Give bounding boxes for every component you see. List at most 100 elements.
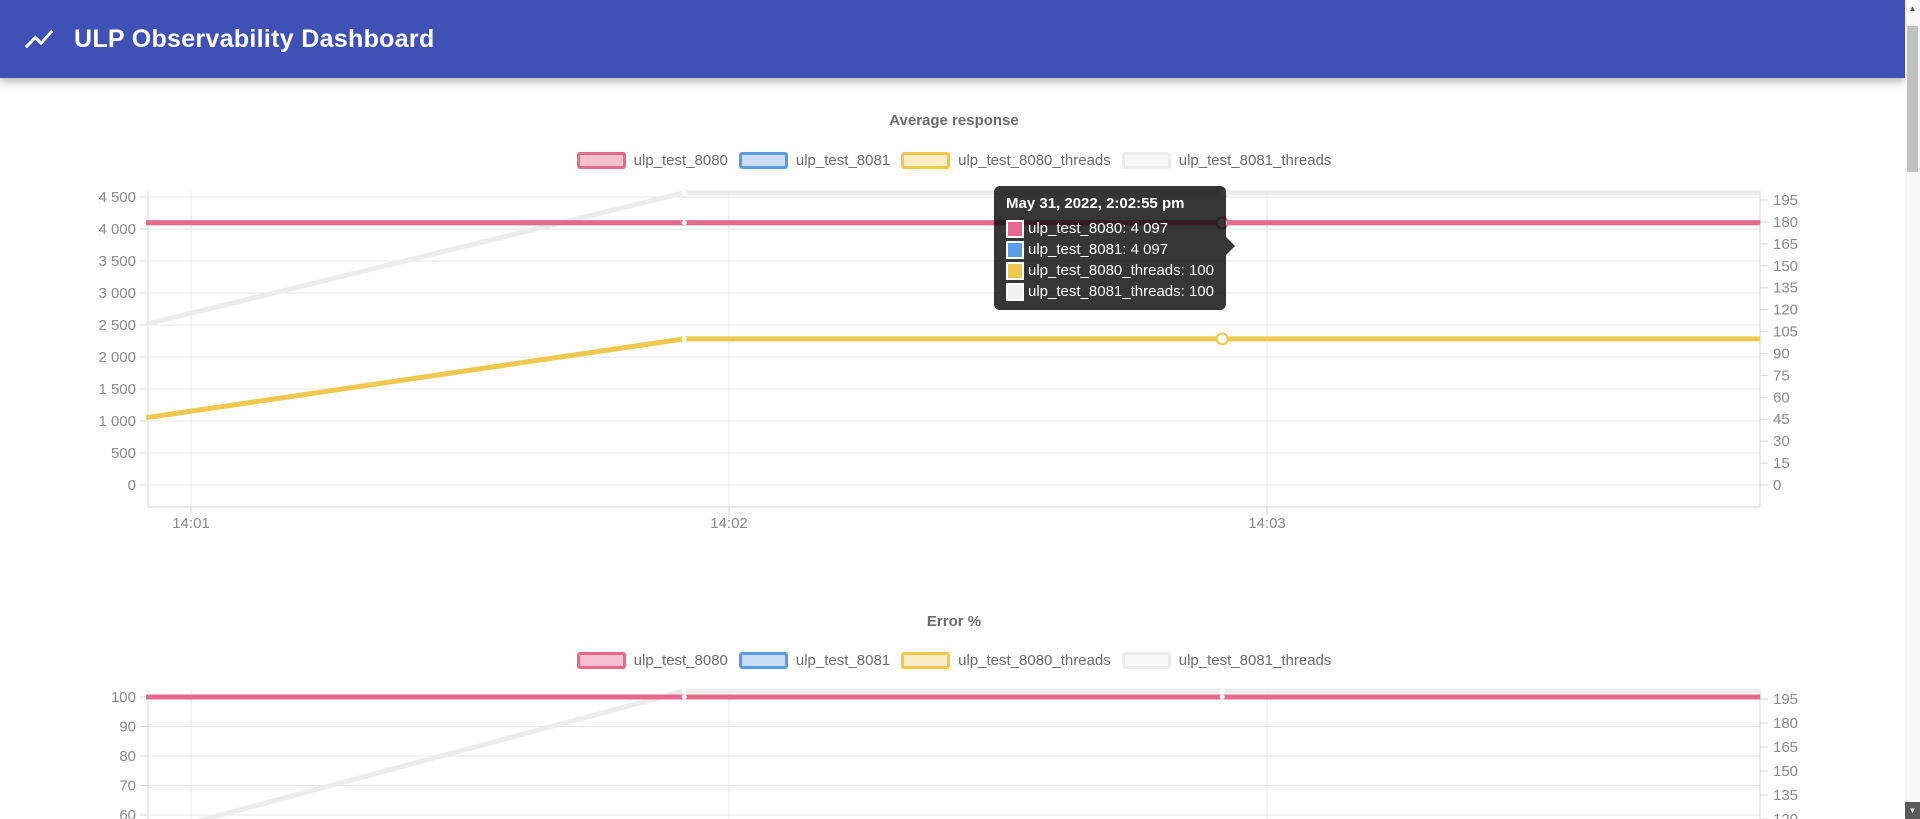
legend-swatch-ulp_test_8080	[576, 652, 626, 669]
svg-text:4 000: 4 000	[98, 221, 136, 238]
left-axis-labels: 100 90 80 70 60	[111, 689, 148, 819]
svg-text:500: 500	[111, 445, 136, 462]
tooltip-row: ulp_test_8081: 4 097	[1006, 239, 1214, 260]
point-dot-ulp_test_8081_threads	[1219, 688, 1225, 694]
scrollbar-thumb[interactable]	[1907, 26, 1918, 172]
svg-text:100: 100	[111, 689, 136, 706]
legend-label: ulp_test_8080	[633, 152, 728, 169]
legend-item-ulp_test_8080_threads[interactable]: ulp_test_8080_threads	[901, 152, 1111, 169]
legend-item-ulp_test_8081[interactable]: ulp_test_8081	[738, 152, 891, 169]
hover-point-ulp_test_8080_threads	[1215, 332, 1229, 346]
series-line-ulp_test_8080_threads	[145, 336, 1761, 421]
legend-item-ulp_test_8081_threads[interactable]: ulp_test_8081_threads	[1121, 652, 1332, 669]
point-dot-ulp_test_8080	[681, 694, 687, 700]
app-header: ULP Observability Dashboard	[0, 0, 1905, 78]
svg-text:14:01: 14:01	[172, 515, 210, 532]
legend-label: ulp_test_8081_threads	[1178, 652, 1332, 669]
tooltip-row-text: ulp_test_8081_threads: 100	[1028, 283, 1214, 300]
series-line-ulp_test_8081_threads	[145, 190, 1761, 327]
svg-text:165: 165	[1773, 236, 1798, 253]
grid-lines	[148, 690, 1760, 819]
svg-text:3 000: 3 000	[98, 285, 136, 302]
legend-label: ulp_test_8081	[795, 152, 891, 169]
svg-text:135: 135	[1773, 280, 1798, 297]
svg-text:120: 120	[1773, 811, 1798, 819]
chart1-canvas[interactable]: 4 500 4 000 3 500 3 000 2 500 2 000 1 500 1 000…	[0, 85, 1905, 540]
svg-text:15: 15	[1773, 455, 1790, 472]
legend-label: ulp_test_8080_threads	[958, 652, 1111, 669]
svg-text:120: 120	[1773, 302, 1798, 319]
point-dot-ulp_test_8081_threads	[681, 190, 687, 196]
tooltip-title: May 31, 2022, 2:02:55 pm	[1006, 195, 1185, 212]
tooltip-rows: ulp_test_8080: 4 097 ulp_test_8081: 4 097…	[1006, 218, 1214, 302]
svg-text:90: 90	[1773, 345, 1790, 362]
page-title: ULP Observability Dashboard	[74, 24, 435, 53]
svg-text:3 500: 3 500	[98, 253, 136, 270]
svg-text:150: 150	[1773, 258, 1798, 275]
svg-text:0: 0	[128, 477, 136, 494]
tooltip-swatch	[1006, 219, 1024, 238]
legend-label: ulp_test_8081	[795, 652, 891, 669]
legend-item-ulp_test_8080[interactable]: ulp_test_8080	[576, 152, 728, 169]
svg-text:180: 180	[1773, 214, 1798, 231]
vertical-scrollbar[interactable]: ▲ ▼	[1905, 0, 1920, 819]
axis-borders	[147, 690, 1761, 819]
svg-text:180: 180	[1773, 715, 1798, 732]
legend-item-ulp_test_8081[interactable]: ulp_test_8081	[738, 652, 891, 669]
legend-swatch-ulp_test_8081_threads	[1121, 652, 1171, 669]
legend-label: ulp_test_8080	[633, 652, 728, 669]
tooltip-row: ulp_test_8080: 4 097	[1006, 218, 1214, 239]
svg-text:45: 45	[1773, 411, 1790, 428]
svg-text:30: 30	[1773, 433, 1790, 450]
tooltip-caret-icon	[1225, 237, 1235, 255]
right-axis-labels: 195 180 165 150 135 120	[1760, 691, 1798, 819]
legend-item-ulp_test_8081_threads[interactable]: ulp_test_8081_threads	[1121, 152, 1332, 169]
svg-text:150: 150	[1773, 763, 1798, 780]
point-dot-ulp_test_8081_threads	[681, 688, 687, 694]
axis-borders	[147, 191, 1761, 508]
legend-swatch-ulp_test_8081	[738, 152, 788, 169]
x-axis-labels: 14:01 14:02 14:03	[172, 507, 1286, 532]
chart-tooltip: May 31, 2022, 2:02:55 pm ulp_test_8080: …	[994, 186, 1235, 310]
tooltip-row-text: ulp_test_8080: 4 097	[1028, 220, 1169, 237]
chart2-legend: ulp_test_8080 ulp_test_8081 ulp_test_8080_…	[148, 652, 1760, 669]
tooltip-swatch	[1006, 240, 1024, 259]
tooltip-row-text: ulp_test_8080_threads: 100	[1028, 262, 1214, 279]
legend-item-ulp_test_8080_threads[interactable]: ulp_test_8080_threads	[901, 652, 1111, 669]
svg-text:75: 75	[1773, 367, 1790, 384]
svg-text:0: 0	[1773, 477, 1781, 494]
svg-text:1 000: 1 000	[98, 413, 136, 430]
trending-chart-icon	[24, 29, 54, 49]
chart1-title: Average response	[889, 112, 1019, 129]
point-dot-ulp_test_8080	[681, 220, 687, 226]
svg-text:165: 165	[1773, 739, 1798, 756]
point-dot-ulp_test_8080_threads	[681, 336, 687, 342]
tooltip-row: ulp_test_8080_threads: 100	[1006, 260, 1214, 281]
svg-text:90: 90	[119, 719, 136, 736]
svg-text:105: 105	[1773, 324, 1798, 341]
svg-text:1 500: 1 500	[98, 381, 136, 398]
grid-lines	[148, 191, 1760, 507]
legend-item-ulp_test_8080[interactable]: ulp_test_8080	[576, 652, 728, 669]
legend-swatch-ulp_test_8080_threads	[901, 652, 951, 669]
legend-label: ulp_test_8080_threads	[958, 152, 1111, 169]
legend-swatch-ulp_test_8080_threads	[901, 152, 951, 169]
point-dot-ulp_test_8080	[1219, 694, 1225, 700]
svg-text:135: 135	[1773, 787, 1798, 804]
tooltip-row: ulp_test_8081_threads: 100	[1006, 281, 1214, 302]
svg-text:2 000: 2 000	[98, 349, 136, 366]
scroll-up-icon[interactable]: ▲	[1905, 0, 1920, 17]
svg-text:4 500: 4 500	[98, 189, 136, 206]
scroll-down-icon[interactable]: ▼	[1905, 802, 1920, 819]
svg-text:14:02: 14:02	[710, 515, 748, 532]
chart2-canvas[interactable]: 100 90 80 70 60 195 180 165 150 135 120	[0, 585, 1905, 819]
svg-text:14:03: 14:03	[1248, 515, 1286, 532]
legend-swatch-ulp_test_8081_threads	[1121, 152, 1171, 169]
svg-text:80: 80	[119, 748, 136, 765]
svg-text:195: 195	[1773, 691, 1798, 708]
chart2-title: Error %	[926, 613, 982, 630]
legend-label: ulp_test_8081_threads	[1178, 152, 1332, 169]
series-line-ulp_test_8081_threads	[196, 688, 1761, 819]
